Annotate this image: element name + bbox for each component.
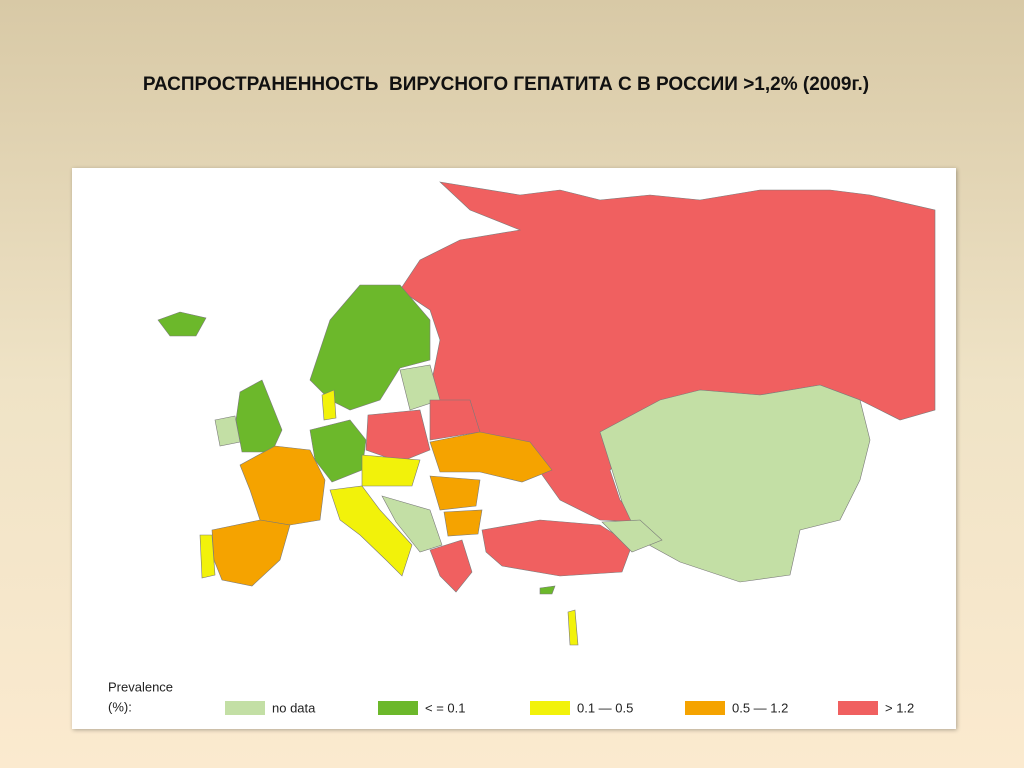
legend-label: no data — [272, 700, 316, 715]
legend-swatch — [530, 701, 570, 715]
region — [365, 409, 431, 463]
region — [309, 284, 431, 411]
region — [211, 519, 291, 587]
legend: Prevalence (%): no data < = 0.1 0.1 — 0.5 0… — [108, 679, 914, 715]
region — [321, 389, 337, 421]
region — [429, 539, 473, 593]
legend-swatch — [378, 701, 418, 715]
legend-label: 0.1 — 0.5 — [577, 700, 633, 715]
region — [539, 585, 556, 595]
region — [157, 311, 207, 337]
legend-label: > 1.2 — [885, 700, 914, 715]
region — [601, 519, 663, 553]
map-panel: Prevalence (%): no data < = 0.1 0.1 — 0.5 0… — [72, 168, 956, 729]
region — [214, 415, 241, 447]
region — [199, 534, 216, 579]
region — [481, 519, 633, 577]
region — [443, 509, 483, 537]
region — [329, 485, 413, 577]
slide-title: РАСПРОСТРАНЕННОСТЬ ВИРУСНОГО ГЕПАТИТА С … — [142, 74, 870, 95]
region — [239, 445, 326, 526]
region — [381, 495, 443, 553]
region — [429, 475, 481, 511]
legend-swatch — [838, 701, 878, 715]
region — [361, 454, 421, 487]
legend-title: Prevalence — [108, 679, 173, 694]
region — [567, 609, 579, 646]
region — [429, 431, 553, 483]
legend-swatch — [225, 701, 265, 715]
map — [157, 181, 936, 646]
legend-swatch — [685, 701, 725, 715]
legend-label: 0.5 — 1.2 — [732, 700, 788, 715]
legend-title: (%): — [108, 699, 132, 714]
legend-label: < = 0.1 — [425, 700, 465, 715]
